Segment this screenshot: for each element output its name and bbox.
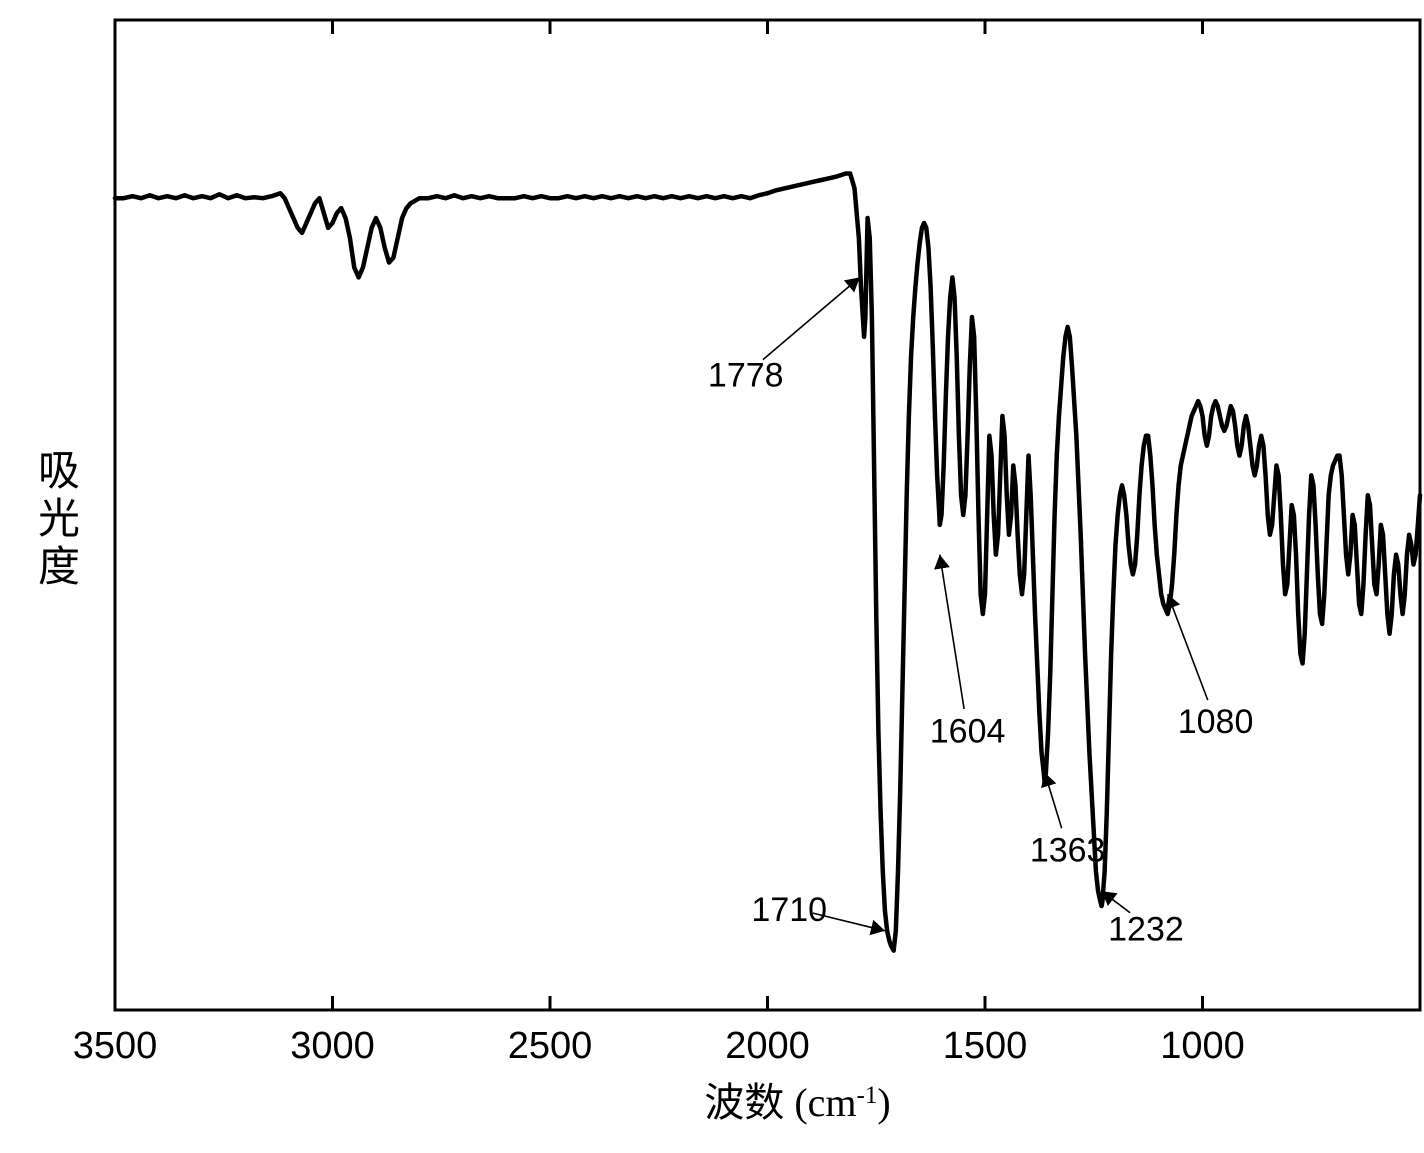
chart-svg: 3500 3000 2500 2000 1500 1000 波数 (cm-1) 吸光度 1778… bbox=[0, 0, 1424, 1153]
x-tick-label: 1000 bbox=[1160, 1025, 1245, 1067]
x-axis-label: 波数 (cm-1) bbox=[704, 1080, 890, 1125]
peak-label: 1778 bbox=[708, 356, 784, 394]
x-tick-label: 2000 bbox=[725, 1025, 810, 1067]
x-tick-label: 3500 bbox=[73, 1025, 158, 1067]
x-tick-label: 3000 bbox=[290, 1025, 375, 1067]
peak-label: 1363 bbox=[1030, 832, 1106, 870]
peak-label: 1080 bbox=[1178, 703, 1254, 741]
peak-label: 1604 bbox=[930, 713, 1006, 751]
svg-text:度: 度 bbox=[38, 545, 80, 591]
ir-spectrum-chart: 3500 3000 2500 2000 1500 1000 波数 (cm-1) 吸光度 1778… bbox=[0, 0, 1424, 1153]
peak-label: 1232 bbox=[1108, 911, 1184, 949]
peak-arrow bbox=[1102, 891, 1130, 913]
peak-arrow bbox=[1045, 772, 1062, 828]
peak-arrow bbox=[763, 277, 860, 359]
peak-label: 1710 bbox=[751, 891, 827, 929]
y-axis-label: 吸光度 bbox=[38, 449, 80, 591]
x-tick-label: 1500 bbox=[943, 1025, 1028, 1067]
spectrum-line bbox=[115, 173, 1420, 950]
peak-arrow bbox=[940, 555, 964, 709]
svg-text:光: 光 bbox=[38, 497, 80, 543]
peak-arrow bbox=[1168, 594, 1208, 700]
x-tick-label: 2500 bbox=[508, 1025, 593, 1067]
svg-text:吸: 吸 bbox=[38, 449, 80, 495]
